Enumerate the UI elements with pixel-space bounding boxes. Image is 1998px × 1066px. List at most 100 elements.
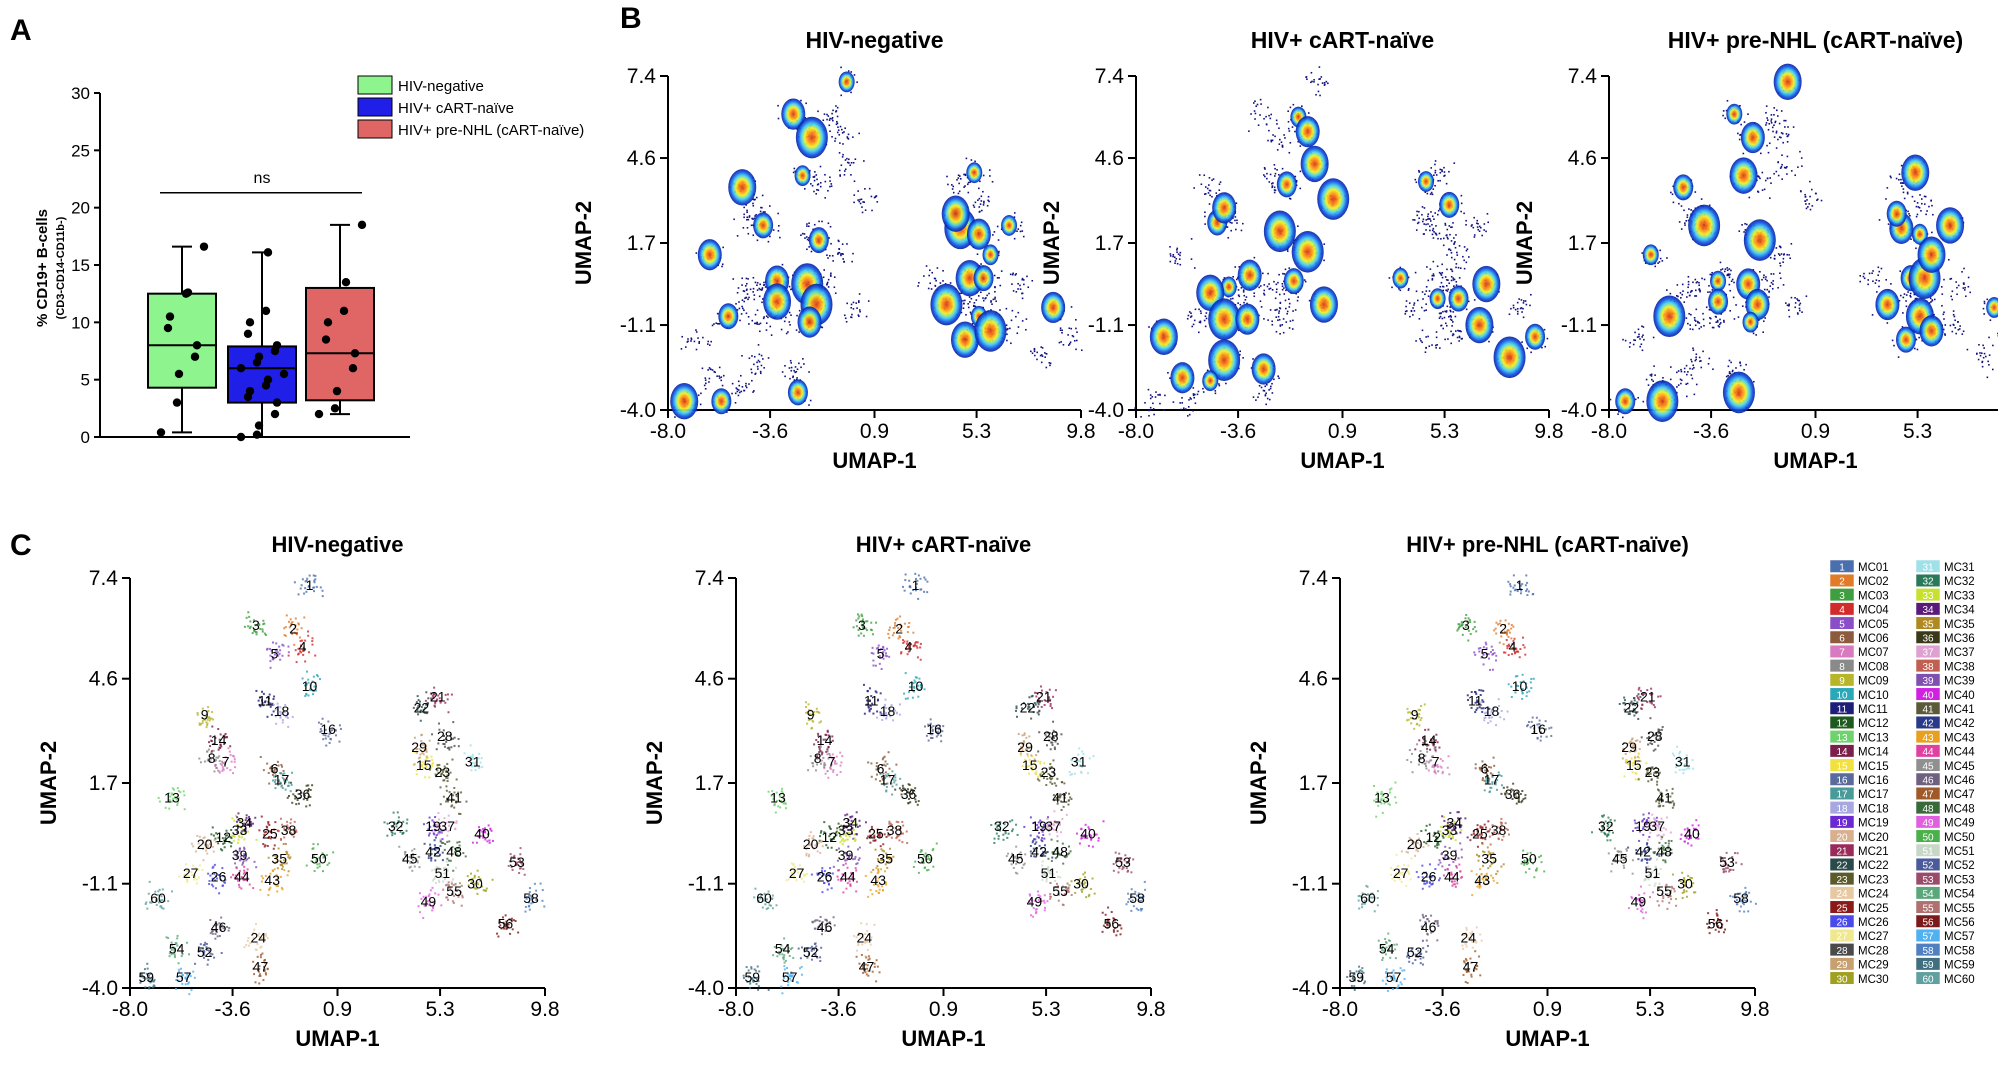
- y-tick-label: 4.6: [89, 668, 118, 691]
- density-hotspot: [1743, 219, 1776, 261]
- density-point: [749, 288, 752, 291]
- density-point: [1644, 262, 1647, 264]
- density-point: [1687, 371, 1689, 373]
- density-point: [777, 117, 780, 120]
- y-tick-label: 1.7: [1095, 232, 1124, 255]
- density-point: [1017, 326, 1020, 328]
- cluster-point: [283, 634, 286, 637]
- density-point: [756, 309, 759, 312]
- density-point: [1422, 298, 1424, 300]
- cluster-point: [428, 739, 431, 742]
- density-point: [1487, 221, 1490, 224]
- density-hotspot: [1673, 174, 1694, 201]
- density-point: [946, 175, 948, 178]
- density-point: [1443, 166, 1445, 169]
- density-point: [1612, 409, 1615, 411]
- density-point: [820, 326, 823, 328]
- density-point: [1149, 408, 1152, 411]
- density-point: [1418, 217, 1420, 220]
- density-point: [963, 186, 965, 188]
- density-point: [1013, 212, 1016, 214]
- density-point: [998, 250, 1000, 253]
- density-point: [952, 191, 955, 194]
- density-point: [841, 132, 844, 134]
- density-point: [1886, 187, 1889, 189]
- density-point: [1989, 319, 1992, 322]
- density-point: [1281, 283, 1284, 285]
- cluster-point: [168, 807, 171, 810]
- density-point: [809, 399, 812, 402]
- cluster-point: [287, 654, 290, 657]
- density-point: [1530, 293, 1532, 296]
- density-point: [752, 234, 755, 237]
- density-hotspot: [1295, 116, 1320, 148]
- cluster-point: [272, 698, 275, 701]
- density-point: [980, 291, 982, 294]
- density-point: [708, 381, 710, 383]
- density-point: [1779, 277, 1782, 280]
- cluster-point: [324, 737, 327, 740]
- density-point: [1779, 264, 1782, 267]
- density-point: [695, 348, 698, 351]
- density-point: [1172, 255, 1174, 258]
- density-point: [836, 131, 839, 134]
- density-point: [1672, 201, 1675, 204]
- density-point: [1779, 167, 1782, 169]
- density-point: [1422, 218, 1425, 221]
- density-point: [982, 174, 985, 177]
- density-point: [1292, 319, 1294, 322]
- density-point: [1955, 332, 1957, 335]
- cluster-point: [214, 887, 217, 890]
- density-point: [1665, 289, 1668, 291]
- cluster-point: [314, 654, 317, 657]
- density-point: [731, 382, 734, 385]
- density-point: [1440, 312, 1442, 314]
- density-point: [1780, 110, 1783, 112]
- density-point: [1263, 318, 1265, 320]
- density-point: [762, 211, 765, 213]
- x-tick-label: 0.9: [1801, 420, 1830, 443]
- density-point: [1770, 182, 1772, 184]
- density-point: [1418, 318, 1421, 320]
- box-3: [305, 220, 375, 419]
- density-point: [1430, 191, 1433, 194]
- cluster-point: [270, 713, 273, 716]
- density-point: [1218, 183, 1221, 186]
- density-point: [1188, 311, 1191, 313]
- density-point: [746, 293, 749, 295]
- density-point: [1771, 126, 1774, 129]
- density-point: [1199, 310, 1202, 312]
- density-point: [1264, 385, 1267, 388]
- density-point: [703, 384, 706, 387]
- density-point: [1274, 172, 1277, 175]
- density-point: [1516, 313, 1519, 315]
- density-point: [1677, 384, 1680, 386]
- cluster-point: [288, 620, 291, 623]
- density-point: [1676, 386, 1678, 388]
- cluster-point: [178, 875, 181, 878]
- density-point: [1652, 380, 1655, 382]
- density-point: [1783, 166, 1786, 169]
- density-point: [710, 368, 712, 371]
- density-point: [785, 316, 787, 319]
- density-point: [1279, 332, 1281, 335]
- density-point: [1908, 213, 1910, 215]
- cluster-point: [253, 629, 256, 632]
- density-point: [1510, 307, 1512, 310]
- density-point: [1959, 325, 1961, 327]
- density-point: [1686, 382, 1689, 385]
- density-point: [979, 203, 982, 205]
- density-point: [1432, 188, 1435, 190]
- density-point: [1983, 347, 1985, 349]
- density-hotspot: [794, 165, 811, 187]
- density-point: [744, 297, 746, 299]
- density-point: [1017, 228, 1020, 230]
- density-point: [1264, 168, 1266, 170]
- density-point: [959, 175, 961, 177]
- density-point: [1449, 306, 1451, 308]
- density-point: [1240, 229, 1243, 232]
- density-point: [1958, 328, 1961, 330]
- density-point: [1240, 287, 1243, 289]
- density-point: [1218, 384, 1221, 387]
- density-point: [839, 125, 842, 128]
